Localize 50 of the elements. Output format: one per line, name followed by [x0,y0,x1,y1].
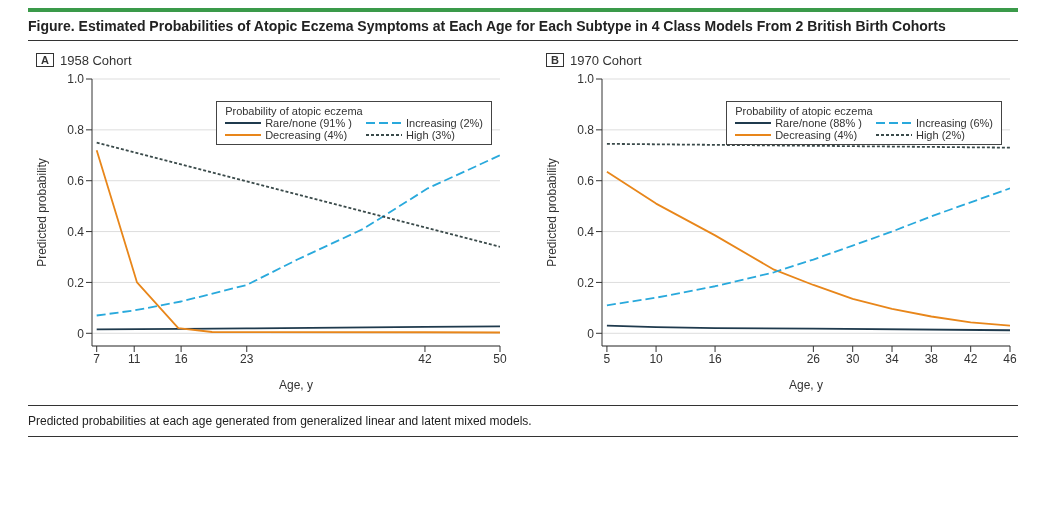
x-tick-label: 23 [240,351,254,366]
text: A [36,53,54,67]
legend-label: Decreasing (4%) [775,129,858,141]
x-tick-label: 42 [963,351,978,366]
chart-subtitle: 1970 Cohort [569,52,642,68]
y-tick-label: 0 [77,326,85,341]
legend-label: High (2%) [915,129,965,141]
text: Predicted probabilities at each age generated from generalized linear and latent mixed models. [28,414,533,428]
y-tick-label: 0.2 [67,275,85,290]
y-tick-label: 0.8 [577,123,595,138]
x-tick-label: 38 [924,351,939,366]
x-tick-label: 50 [493,351,507,366]
x-axis-title: Age, y [278,378,314,392]
chart-subtitle: 1958 Cohort [59,52,132,68]
y-tick-label: 0.2 [577,275,595,290]
line-series [606,187,1010,307]
x-tick-label: 34 [885,351,900,366]
y-tick-label: 1.0 [67,72,85,87]
legend-label: Increasing (6%) [915,117,993,129]
x-tick-label: 7 [93,351,101,366]
y-tick-label: 0.6 [67,173,85,188]
x-tick-label: 5 [603,351,611,366]
x-axis-title: Age, y [788,378,824,392]
x-tick-label: 11 [127,351,141,366]
legend-label: High (3%) [405,129,455,141]
x-tick-label: 46 [1003,351,1017,366]
x-tick-label: 42 [418,351,432,366]
chart-title: Figure. Estimated Probabilities of Atopic Eczema Symptoms at Each Age for Each Subtype in 4 Class Models From 2 British Birth Cohorts [28,8,1018,41]
y-tick-label: 0 [587,326,595,341]
legend-label: Increasing (2%) [405,117,483,129]
legend-title: Probability of atopic eczema [735,105,874,117]
legend-label: Decreasing (4%) [265,129,348,141]
y-axis-title: Predicted probability [35,158,50,267]
legend-title: Probability of atopic eczema [225,105,364,117]
x-tick-label: 26 [806,351,821,366]
line-series [606,170,1010,327]
x-tick-label: 10 [649,351,664,366]
x-tick-label: 16 [708,351,723,366]
line-series [95,141,500,248]
legend-label: Rare/none (88% ) [775,117,862,129]
y-tick-label: 0.6 [577,173,595,188]
legend-label: Rare/none (91% ) [265,117,352,129]
y-tick-label: 0.8 [67,123,85,138]
y-tick-label: 0.4 [67,224,85,239]
text: B [546,53,564,67]
y-axis-title: Predicted probability [545,158,560,267]
y-tick-label: 1.0 [577,72,595,87]
y-tick-label: 0.4 [577,224,595,239]
x-tick-label: 30 [846,351,860,366]
x-tick-label: 16 [174,351,189,366]
